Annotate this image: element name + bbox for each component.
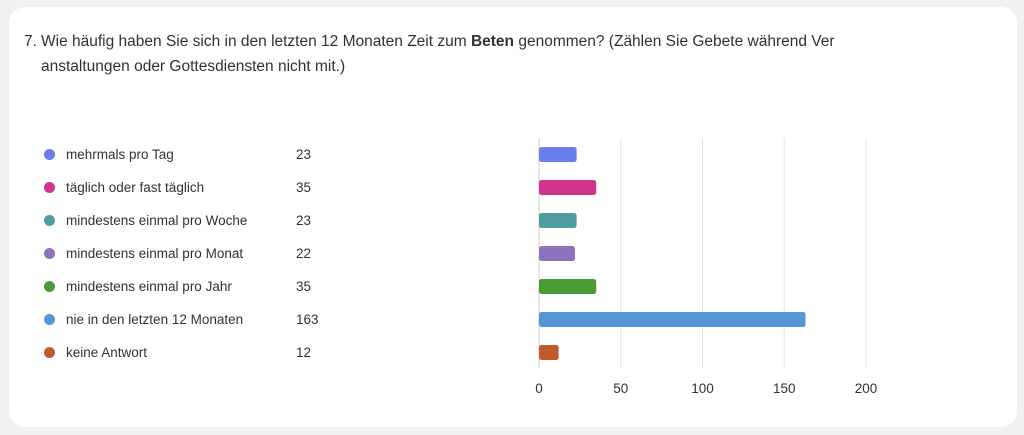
question-text: Wie häufig haben Sie sich in den letzten… xyxy=(24,29,984,79)
bar xyxy=(539,279,597,294)
legend-count: 35 xyxy=(296,180,312,195)
legend-dot-icon xyxy=(44,314,55,325)
bar xyxy=(539,180,597,195)
legend-label: keine Antwort xyxy=(66,345,148,360)
legend-count: 12 xyxy=(296,345,312,360)
legend-dot-icon xyxy=(44,347,55,358)
legend-label: mehrmals pro Tag xyxy=(66,147,174,162)
legend-count: 22 xyxy=(296,246,312,261)
question-text-line2: anstaltungen oder Gottesdiensten nicht m… xyxy=(41,58,346,75)
question-text-part: Wie häufig haben Sie sich in den letzten… xyxy=(41,33,471,50)
x-tick-label: 200 xyxy=(855,381,878,396)
x-tick-label: 50 xyxy=(613,381,628,396)
question-number: 7. xyxy=(24,33,37,50)
legend-dot-icon xyxy=(44,248,55,259)
bar xyxy=(539,246,575,261)
legend-dot-icon xyxy=(44,281,55,292)
legend-dot-icon xyxy=(44,215,55,226)
legend-label: täglich oder fast täglich xyxy=(66,180,205,195)
x-tick-label: 100 xyxy=(691,381,714,396)
legend-label: nie in den letzten 12 Monaten xyxy=(66,312,244,327)
legend-dot-icon xyxy=(44,182,55,193)
bar xyxy=(539,312,806,327)
question-text-part: genommen? (Zählen Sie Gebete während Ver xyxy=(514,33,835,50)
bar xyxy=(539,147,577,162)
legend-count: 35 xyxy=(296,279,312,294)
legend-count: 23 xyxy=(296,213,312,228)
legend-label: mindestens einmal pro Jahr xyxy=(66,279,232,294)
x-tick-label: 0 xyxy=(535,381,543,396)
legend-dot-icon xyxy=(44,149,55,160)
x-tick-label: 150 xyxy=(773,381,796,396)
bar xyxy=(539,213,577,228)
question-text-bold: Beten xyxy=(470,33,515,50)
legend-count: 23 xyxy=(296,147,312,162)
question-title: 7. Wie häufig haben Sie sich in den letz… xyxy=(24,29,984,79)
question-card xyxy=(9,7,1017,427)
legend-label: mindestens einmal pro Monat xyxy=(66,246,244,261)
bar xyxy=(539,345,559,360)
legend-count: 163 xyxy=(296,312,319,327)
legend-label: mindestens einmal pro Woche xyxy=(66,213,248,228)
